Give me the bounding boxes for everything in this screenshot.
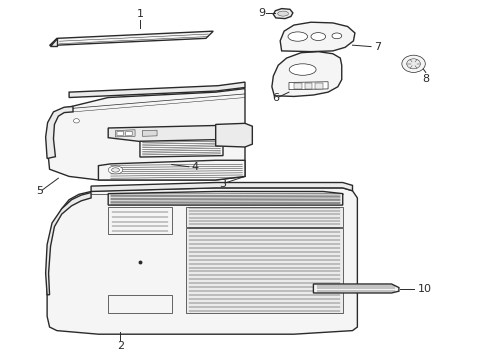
- Polygon shape: [273, 9, 293, 19]
- Polygon shape: [140, 139, 223, 157]
- Circle shape: [74, 119, 79, 123]
- Polygon shape: [314, 284, 399, 293]
- Polygon shape: [216, 123, 252, 147]
- Text: 3: 3: [220, 179, 226, 189]
- Text: 5: 5: [36, 186, 43, 197]
- Ellipse shape: [289, 64, 316, 75]
- Polygon shape: [289, 82, 328, 90]
- Polygon shape: [294, 83, 302, 89]
- Polygon shape: [186, 228, 343, 313]
- Text: 6: 6: [272, 93, 279, 103]
- Text: 8: 8: [422, 74, 429, 84]
- Polygon shape: [69, 82, 245, 98]
- Polygon shape: [305, 83, 313, 89]
- Ellipse shape: [311, 33, 326, 41]
- Text: 7: 7: [374, 42, 382, 51]
- Text: 4: 4: [191, 162, 198, 172]
- Polygon shape: [316, 83, 323, 89]
- Ellipse shape: [112, 168, 120, 172]
- Polygon shape: [143, 130, 157, 136]
- Polygon shape: [108, 126, 245, 142]
- Polygon shape: [116, 130, 135, 137]
- Polygon shape: [47, 89, 245, 180]
- Polygon shape: [98, 160, 245, 180]
- Polygon shape: [47, 188, 357, 334]
- Text: 1: 1: [136, 9, 144, 19]
- Circle shape: [402, 55, 425, 72]
- Ellipse shape: [332, 33, 342, 39]
- Polygon shape: [49, 39, 57, 45]
- Polygon shape: [49, 31, 213, 45]
- Circle shape: [407, 59, 420, 69]
- Polygon shape: [126, 131, 132, 136]
- Polygon shape: [117, 131, 123, 136]
- Polygon shape: [108, 295, 172, 313]
- Polygon shape: [46, 107, 73, 158]
- Ellipse shape: [108, 166, 123, 174]
- Text: 10: 10: [417, 284, 432, 294]
- Polygon shape: [91, 183, 352, 192]
- Text: 2: 2: [117, 341, 124, 351]
- Polygon shape: [46, 193, 91, 295]
- Polygon shape: [280, 22, 355, 51]
- Polygon shape: [108, 192, 343, 205]
- Polygon shape: [108, 207, 172, 234]
- Polygon shape: [186, 207, 343, 226]
- Polygon shape: [272, 51, 342, 96]
- Ellipse shape: [278, 11, 289, 16]
- Ellipse shape: [288, 32, 308, 41]
- Text: 9: 9: [259, 8, 266, 18]
